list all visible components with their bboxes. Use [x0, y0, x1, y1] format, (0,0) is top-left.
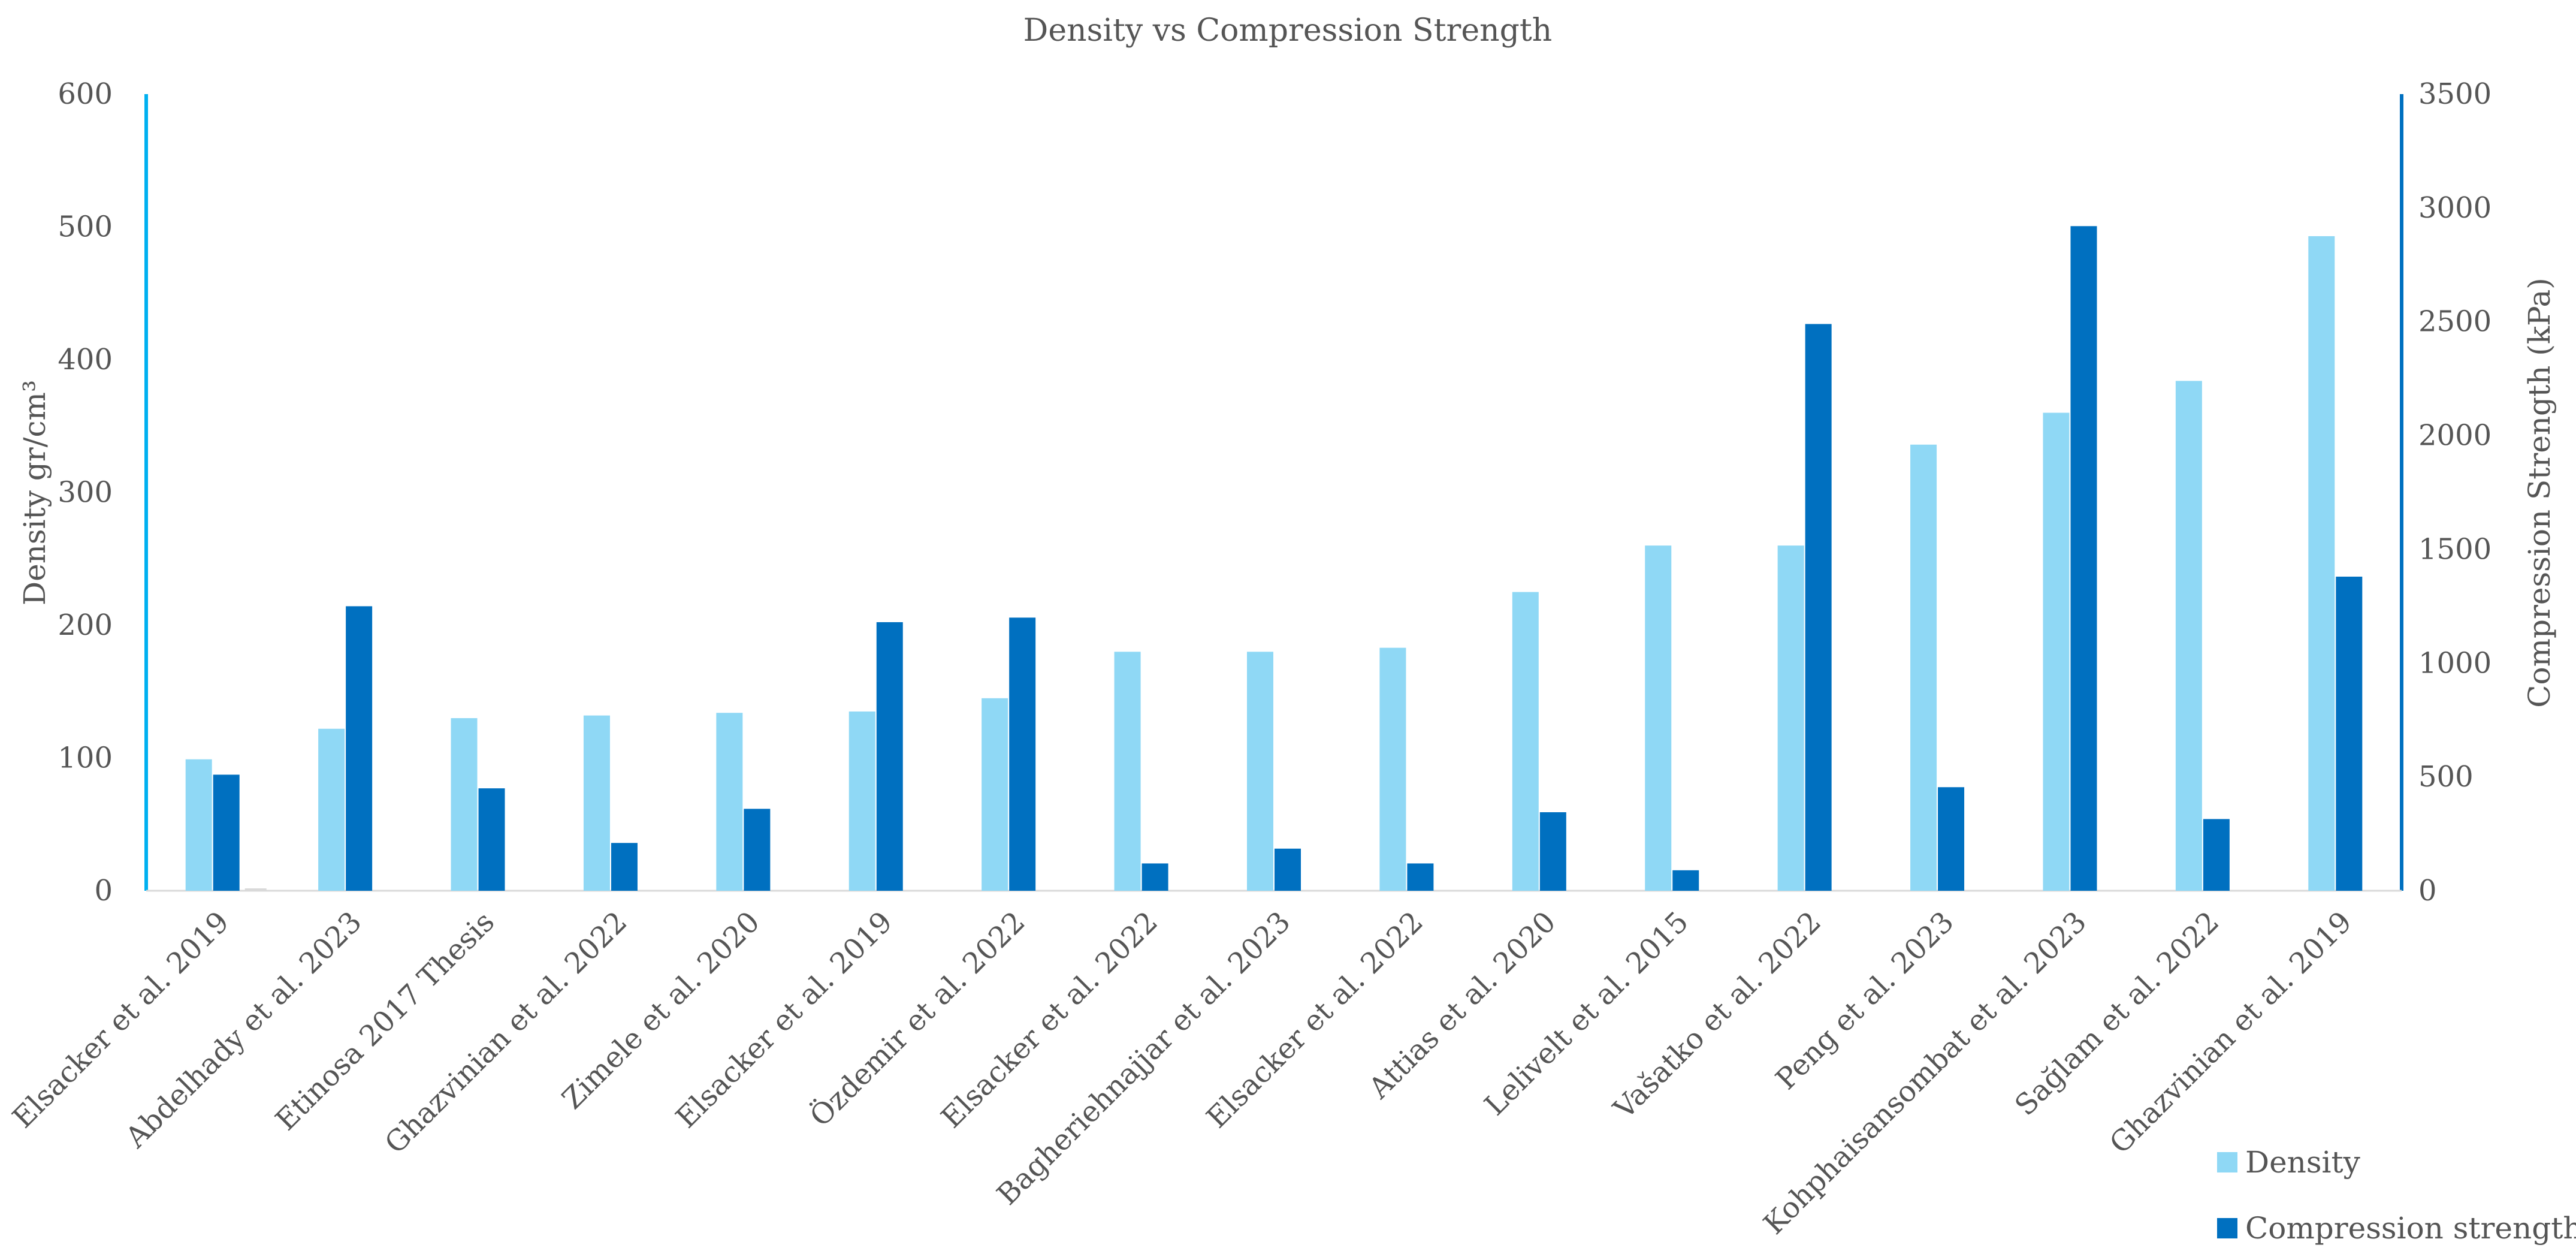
right-axis-title: Compression Strength (kPa): [2522, 278, 2557, 708]
right-tick-label: 1500: [2418, 532, 2492, 566]
left-tick-label: 300: [58, 476, 113, 510]
compression-bar: [1672, 870, 1699, 891]
axes-layer: [144, 94, 2403, 892]
density-bar: [451, 718, 478, 891]
category-label: Ghazvinian et al. 2019: [2103, 905, 2358, 1160]
right-tick-label: 1000: [2418, 646, 2492, 680]
legend: Density Compression strength: [2217, 1145, 2576, 1246]
bars-layer: [185, 226, 2363, 891]
category-label: Elsacker et al. 2019: [669, 905, 899, 1135]
category-label: Ghazvinian et al. 2022: [379, 905, 634, 1160]
density-bar: [318, 728, 345, 891]
compression-bar: [1938, 787, 1965, 891]
compression-bar: [346, 606, 373, 891]
left-tick-label: 200: [58, 608, 113, 642]
category-label: Elsacker et al. 2019: [6, 905, 235, 1135]
density-bar: [848, 711, 875, 891]
left-axis-title: Density gr/cm³: [17, 380, 52, 605]
left-tick-label: 500: [58, 210, 113, 244]
compression-bar: [2203, 819, 2230, 891]
compression-bar: [1805, 324, 1832, 891]
density-bar: [716, 713, 743, 891]
category-label: Etinosa 2017 Thesis: [269, 905, 501, 1137]
right-tick-label: 3500: [2418, 77, 2492, 111]
density-bar: [1777, 545, 1804, 891]
legend-density-label: Density: [2245, 1145, 2361, 1180]
compression-bar: [611, 843, 638, 891]
baseline-stub: [244, 888, 267, 891]
legend-compression-label: Compression strength: [2245, 1211, 2576, 1246]
legend-density-swatch: [2217, 1152, 2237, 1172]
compression-bar: [1009, 617, 1036, 891]
density-bar: [1379, 647, 1406, 891]
right-tick-label: 0: [2418, 874, 2437, 908]
right-tick-label: 2000: [2418, 419, 2492, 453]
compression-bar: [876, 622, 903, 891]
category-label: Elsacker et al. 2022: [1200, 905, 1430, 1135]
compression-bar: [213, 774, 240, 891]
density-bar: [1910, 444, 1937, 891]
right-tick-label: 500: [2418, 760, 2474, 794]
category-label: Elsacker et al. 2022: [935, 905, 1164, 1135]
density-bar: [1247, 652, 1273, 891]
legend-compression-swatch: [2217, 1218, 2237, 1238]
density-bar: [2043, 412, 2070, 891]
left-tick-label: 0: [94, 874, 113, 908]
density-bar: [2175, 381, 2202, 891]
density-bar: [1114, 652, 1141, 891]
chart-title: Density vs Compression Strength: [1023, 13, 1553, 49]
left-tick-label: 100: [58, 741, 113, 775]
compression-bar: [1407, 863, 1434, 891]
density-bar: [583, 715, 610, 891]
category-label: Özdemir et al. 2022: [803, 905, 1031, 1133]
compression-bar: [1141, 863, 1168, 891]
density-bar: [2308, 236, 2335, 891]
right-tick-label: 2500: [2418, 305, 2492, 339]
category-label: Abdelhady et al. 2023: [119, 905, 369, 1155]
right-tick-label: 3000: [2418, 191, 2492, 225]
left-tick-label: 600: [58, 77, 113, 111]
density-bar: [1512, 592, 1539, 891]
compression-bar: [1539, 812, 1566, 891]
density-bar: [1645, 545, 1672, 891]
compression-bar: [744, 809, 771, 891]
left-tick-label: 400: [58, 343, 113, 376]
compression-bar: [2070, 226, 2097, 891]
density-bar: [982, 698, 1008, 891]
category-label: Bagheriehnajjar et al. 2023: [990, 905, 1297, 1211]
compression-bar: [2336, 576, 2363, 891]
compression-bar: [478, 788, 505, 891]
compression-bar: [1275, 848, 1301, 891]
density-bar: [185, 759, 212, 891]
